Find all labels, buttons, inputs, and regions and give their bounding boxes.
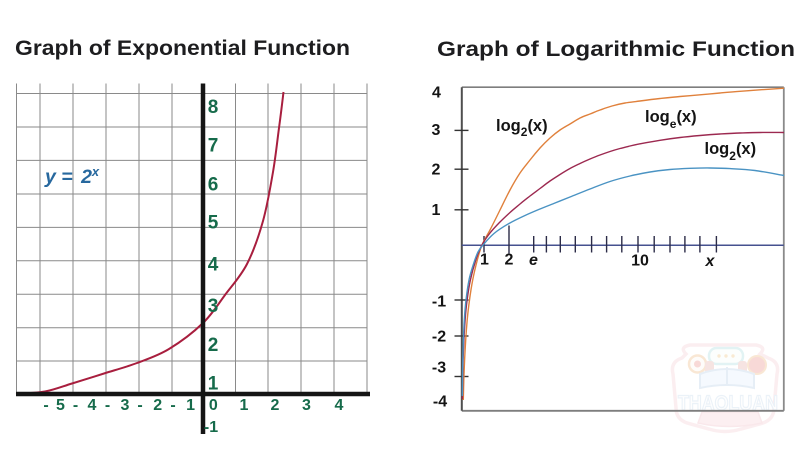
svg-text:6: 6 — [208, 175, 219, 196]
svg-text:loge(x): loge(x) — [645, 108, 697, 131]
svg-text:0: 0 — [209, 397, 218, 414]
svg-text:-1: -1 — [204, 419, 218, 436]
svg-text:-: - — [105, 397, 110, 414]
svg-text:5: 5 — [56, 397, 65, 414]
svg-text:3: 3 — [121, 397, 130, 414]
svg-text:3: 3 — [208, 296, 219, 317]
svg-text:4: 4 — [208, 255, 219, 276]
svg-text:Graph of Logarithmic Function: Graph of Logarithmic Function — [437, 37, 795, 61]
svg-text:-: - — [137, 397, 142, 414]
svg-text:3: 3 — [302, 397, 311, 414]
svg-text:Graph of Exponential Function: Graph of Exponential Function — [15, 36, 350, 60]
svg-text:2: 2 — [505, 252, 514, 269]
svg-text:1: 1 — [480, 252, 489, 269]
svg-text:1: 1 — [186, 397, 195, 414]
svg-text:-2: -2 — [432, 329, 446, 346]
svg-text:1: 1 — [240, 397, 249, 414]
svg-text:4: 4 — [335, 397, 344, 414]
svg-text:x: x — [705, 253, 716, 270]
svg-text:2: 2 — [153, 397, 162, 414]
svg-text:e: e — [529, 252, 538, 269]
svg-text:1: 1 — [432, 202, 441, 219]
svg-text:-: - — [43, 397, 48, 414]
svg-text:-: - — [170, 397, 175, 414]
svg-text:log2(x): log2(x) — [705, 140, 757, 163]
svg-text:-: - — [73, 397, 78, 414]
svg-text:2: 2 — [208, 335, 219, 356]
svg-text:4: 4 — [88, 397, 97, 414]
svg-text:2: 2 — [432, 162, 441, 179]
svg-text:1: 1 — [208, 373, 219, 394]
svg-text:log2(x): log2(x) — [496, 117, 548, 139]
svg-text:10: 10 — [631, 253, 649, 270]
svg-text:-3: -3 — [432, 360, 446, 377]
svg-text:5: 5 — [208, 213, 219, 234]
svg-text:2: 2 — [271, 397, 280, 414]
svg-text:7: 7 — [208, 136, 219, 157]
svg-text:3: 3 — [432, 122, 441, 139]
svg-text:8: 8 — [208, 97, 219, 118]
svg-text:y = 2x: y = 2x — [44, 164, 100, 188]
svg-text:-4: -4 — [433, 394, 447, 411]
svg-text:-1: -1 — [432, 294, 446, 311]
svg-text:4: 4 — [432, 84, 441, 101]
